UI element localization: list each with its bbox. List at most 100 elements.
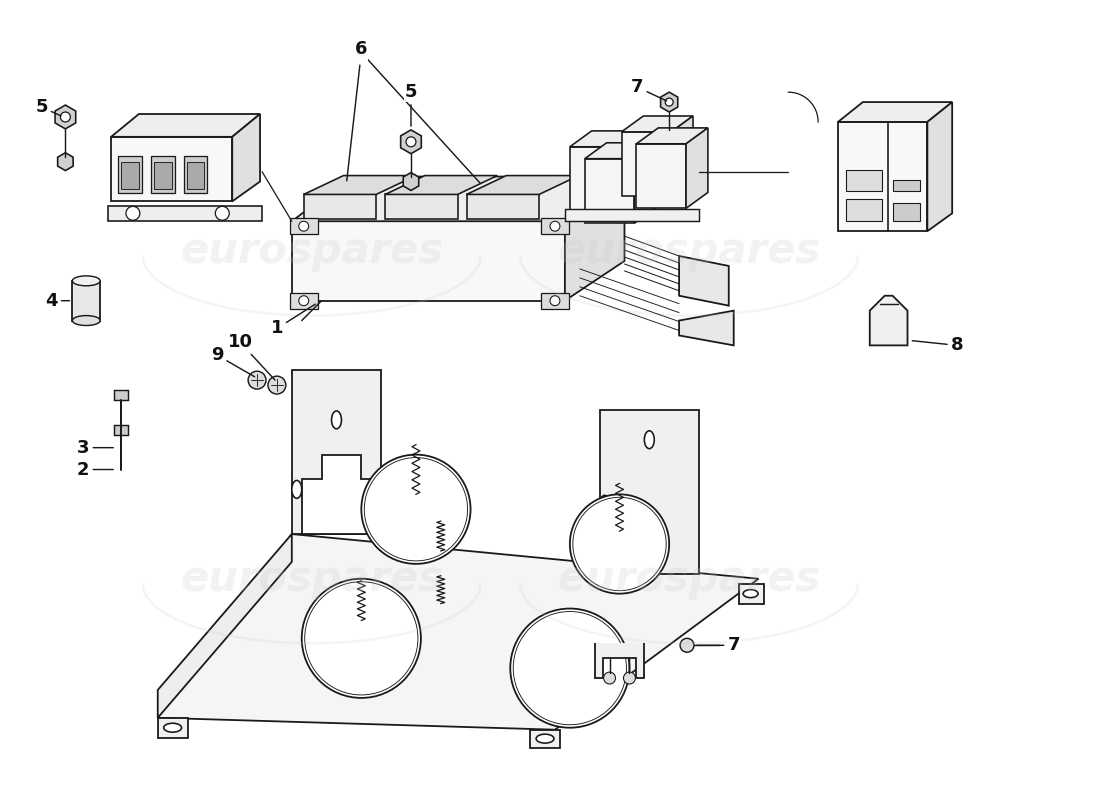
Polygon shape	[530, 730, 560, 747]
Polygon shape	[232, 114, 260, 202]
Ellipse shape	[600, 495, 609, 514]
Bar	[154, 162, 172, 190]
Ellipse shape	[292, 481, 301, 498]
Polygon shape	[838, 122, 927, 231]
Circle shape	[364, 458, 468, 561]
Circle shape	[299, 296, 309, 306]
Text: eurospares: eurospares	[558, 558, 821, 600]
Text: 8: 8	[912, 336, 964, 354]
Text: 3: 3	[77, 438, 113, 457]
Polygon shape	[679, 256, 728, 306]
Bar	[892, 203, 921, 222]
Circle shape	[216, 206, 229, 220]
Polygon shape	[466, 175, 579, 194]
Polygon shape	[292, 370, 382, 534]
Circle shape	[60, 112, 70, 122]
Circle shape	[680, 638, 694, 652]
Circle shape	[268, 376, 286, 394]
Polygon shape	[570, 131, 641, 146]
Polygon shape	[385, 175, 497, 194]
Bar	[73, 281, 100, 321]
Polygon shape	[870, 296, 907, 346]
Ellipse shape	[536, 734, 554, 743]
Polygon shape	[289, 293, 318, 309]
Polygon shape	[585, 142, 657, 158]
Ellipse shape	[744, 590, 758, 598]
Polygon shape	[621, 116, 693, 132]
Polygon shape	[565, 210, 698, 222]
Bar	[846, 199, 882, 222]
Polygon shape	[637, 128, 708, 144]
Circle shape	[666, 98, 673, 106]
Text: 4: 4	[45, 292, 69, 310]
Text: 6: 6	[355, 41, 367, 58]
Polygon shape	[400, 130, 421, 154]
Circle shape	[510, 609, 629, 728]
Text: 7: 7	[631, 78, 667, 101]
Polygon shape	[671, 116, 693, 197]
Ellipse shape	[645, 430, 654, 449]
Polygon shape	[739, 584, 763, 603]
Polygon shape	[565, 177, 625, 301]
Polygon shape	[108, 206, 262, 222]
Circle shape	[301, 578, 421, 698]
Polygon shape	[541, 293, 569, 309]
Text: 5: 5	[35, 98, 60, 116]
Polygon shape	[111, 137, 232, 202]
Polygon shape	[637, 144, 686, 208]
Circle shape	[570, 494, 669, 594]
Polygon shape	[292, 177, 625, 222]
Polygon shape	[304, 194, 376, 219]
Text: 7: 7	[696, 636, 740, 654]
Circle shape	[514, 611, 627, 725]
Circle shape	[406, 137, 416, 146]
Polygon shape	[157, 718, 187, 738]
Bar	[118, 156, 142, 194]
Polygon shape	[466, 194, 539, 219]
Polygon shape	[289, 218, 318, 234]
Polygon shape	[661, 92, 678, 112]
Polygon shape	[157, 534, 292, 718]
Text: eurospares: eurospares	[180, 558, 443, 600]
Polygon shape	[679, 310, 734, 346]
Polygon shape	[304, 175, 416, 194]
Polygon shape	[55, 105, 76, 129]
Bar	[187, 162, 205, 190]
Bar	[184, 156, 208, 194]
Circle shape	[550, 222, 560, 231]
Bar	[121, 162, 139, 190]
Polygon shape	[157, 534, 759, 730]
Polygon shape	[838, 102, 953, 122]
Polygon shape	[927, 102, 953, 231]
Polygon shape	[541, 218, 569, 234]
Text: 9: 9	[211, 346, 254, 377]
Ellipse shape	[164, 723, 182, 732]
Polygon shape	[619, 131, 641, 211]
Polygon shape	[292, 222, 565, 301]
Polygon shape	[57, 153, 73, 170]
Polygon shape	[114, 390, 128, 400]
Text: eurospares: eurospares	[180, 230, 443, 272]
Polygon shape	[600, 410, 698, 574]
Polygon shape	[114, 425, 128, 434]
Circle shape	[604, 672, 616, 684]
Ellipse shape	[331, 411, 341, 429]
Polygon shape	[385, 194, 458, 219]
Circle shape	[299, 222, 309, 231]
Polygon shape	[585, 158, 635, 223]
Text: 1: 1	[271, 304, 316, 338]
Polygon shape	[621, 132, 671, 197]
Text: 5: 5	[405, 83, 417, 126]
Polygon shape	[686, 128, 708, 208]
Circle shape	[573, 498, 667, 590]
Polygon shape	[404, 173, 419, 190]
Text: eurospares: eurospares	[558, 230, 821, 272]
Polygon shape	[301, 454, 372, 534]
Bar	[151, 156, 175, 194]
Circle shape	[550, 296, 560, 306]
Bar	[846, 170, 882, 191]
Text: 6: 6	[346, 43, 367, 181]
Bar	[892, 179, 921, 191]
Polygon shape	[570, 146, 619, 211]
Circle shape	[624, 672, 636, 684]
